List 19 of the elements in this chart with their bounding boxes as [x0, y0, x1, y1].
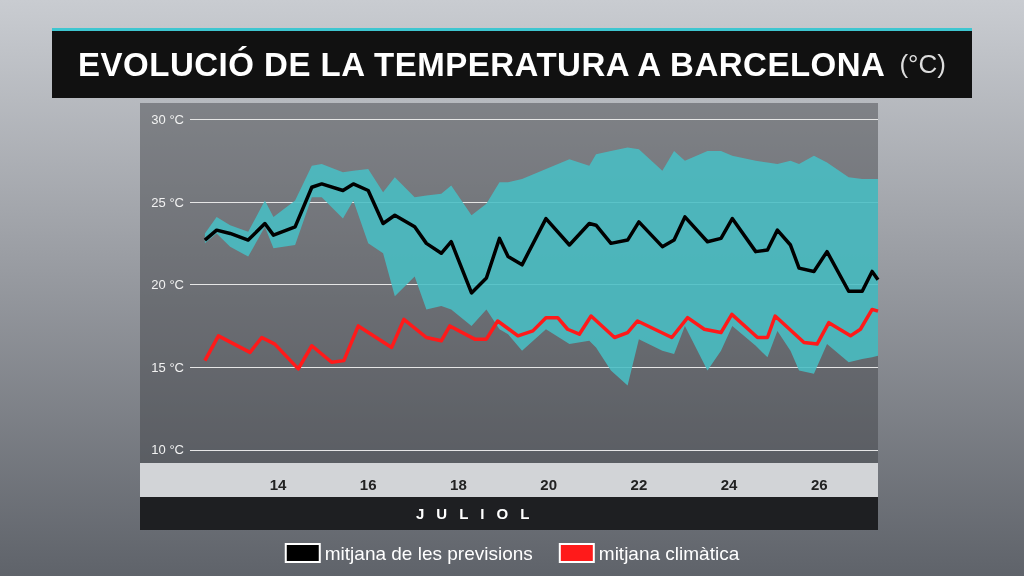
chart-title: EVOLUCIÓ DE LA TEMPERATURA A BARCELONA [78, 45, 886, 84]
line-series [203, 307, 880, 371]
x-tick-label: 24 [720, 476, 739, 493]
chart-subtitle: (°C) [899, 49, 946, 80]
x-tick-label: 18 [450, 476, 467, 493]
legend-label: mitjana climàtica [598, 542, 740, 564]
y-tick-label: 25 °C [151, 194, 184, 210]
legend-label: mitjana de les previsions [324, 542, 533, 564]
y-tick-label: 10 °C [151, 442, 184, 458]
x-tick-label: 20 [540, 476, 558, 493]
x-tick-label: 16 [359, 476, 377, 493]
line-series [203, 182, 880, 295]
x-tick-label: 14 [269, 476, 287, 493]
y-tick-label: 15 °C [151, 359, 184, 375]
y-tick-label: 20 °C [151, 277, 184, 293]
x-tick-label: 26 [811, 476, 828, 493]
x-axis-title: JULIOL [140, 497, 878, 530]
y-tick-label: 30 °C [151, 112, 184, 128]
x-tick-label: 22 [630, 476, 648, 493]
